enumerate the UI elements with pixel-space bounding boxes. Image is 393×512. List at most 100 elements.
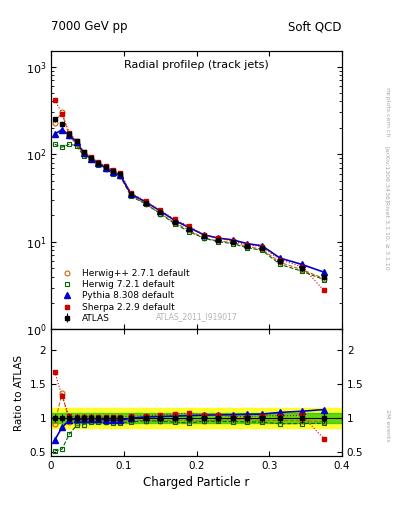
- Herwig 7.2.1 default: [299, 268, 304, 274]
- Y-axis label: Ratio to ATLAS: Ratio to ATLAS: [14, 354, 24, 431]
- Herwig++ 2.7.1 default: [278, 260, 283, 266]
- Pythia 8.308 default: [245, 241, 250, 247]
- Herwig++ 2.7.1 default: [118, 173, 123, 179]
- Herwig++ 2.7.1 default: [231, 240, 235, 246]
- Herwig 7.2.1 default: [245, 245, 250, 251]
- Pythia 8.308 default: [158, 208, 163, 214]
- Herwig 7.2.1 default: [103, 166, 108, 172]
- Pythia 8.308 default: [321, 269, 326, 275]
- Sherpa 2.2.9 default: [52, 97, 57, 103]
- Pythia 8.308 default: [260, 243, 264, 249]
- Pythia 8.308 default: [81, 150, 86, 156]
- X-axis label: Charged Particle r: Charged Particle r: [143, 476, 250, 489]
- Herwig++ 2.7.1 default: [74, 141, 79, 147]
- Herwig++ 2.7.1 default: [103, 166, 108, 172]
- Text: 2M events: 2M events: [385, 409, 389, 441]
- Herwig++ 2.7.1 default: [129, 192, 134, 198]
- Herwig 7.2.1 default: [118, 173, 123, 179]
- Pythia 8.308 default: [143, 199, 148, 205]
- Pythia 8.308 default: [173, 218, 177, 224]
- Herwig++ 2.7.1 default: [299, 267, 304, 273]
- Pythia 8.308 default: [74, 139, 79, 145]
- Herwig++ 2.7.1 default: [321, 275, 326, 282]
- Herwig 7.2.1 default: [89, 157, 94, 163]
- Herwig++ 2.7.1 default: [96, 161, 101, 167]
- Herwig 7.2.1 default: [81, 153, 86, 159]
- Pythia 8.308 default: [110, 168, 115, 175]
- Sherpa 2.2.9 default: [60, 111, 64, 117]
- Sherpa 2.2.9 default: [202, 232, 206, 238]
- Pythia 8.308 default: [52, 131, 57, 137]
- Text: 7000 GeV pp: 7000 GeV pp: [51, 20, 128, 33]
- Pythia 8.308 default: [118, 172, 123, 178]
- Legend: Herwig++ 2.7.1 default, Herwig 7.2.1 default, Pythia 8.308 default, Sherpa 2.2.9: Herwig++ 2.7.1 default, Herwig 7.2.1 def…: [55, 266, 192, 326]
- Herwig 7.2.1 default: [216, 239, 221, 245]
- Pythia 8.308 default: [231, 237, 235, 243]
- Sherpa 2.2.9 default: [110, 167, 115, 173]
- Pythia 8.308 default: [103, 165, 108, 171]
- Herwig++ 2.7.1 default: [60, 110, 64, 116]
- Herwig++ 2.7.1 default: [110, 169, 115, 176]
- Bar: [51, 413, 342, 423]
- Sherpa 2.2.9 default: [187, 223, 192, 229]
- Sherpa 2.2.9 default: [299, 264, 304, 270]
- Text: ATLAS_2011_I919017: ATLAS_2011_I919017: [156, 312, 237, 321]
- Text: Rivet 3.1.10, ≥ 3.1.10: Rivet 3.1.10, ≥ 3.1.10: [385, 201, 389, 270]
- Pythia 8.308 default: [89, 156, 94, 162]
- Herwig++ 2.7.1 default: [173, 220, 177, 226]
- Line: Herwig 7.2.1 default: Herwig 7.2.1 default: [52, 142, 326, 282]
- Herwig 7.2.1 default: [129, 193, 134, 199]
- Herwig++ 2.7.1 default: [67, 133, 72, 139]
- Herwig 7.2.1 default: [52, 141, 57, 147]
- Herwig++ 2.7.1 default: [202, 235, 206, 241]
- Herwig 7.2.1 default: [321, 276, 326, 283]
- Herwig 7.2.1 default: [173, 221, 177, 227]
- Text: Soft QCD: Soft QCD: [288, 20, 342, 33]
- Herwig 7.2.1 default: [202, 235, 206, 241]
- Line: Herwig++ 2.7.1 default: Herwig++ 2.7.1 default: [52, 110, 326, 281]
- Herwig++ 2.7.1 default: [52, 119, 57, 125]
- Herwig 7.2.1 default: [60, 144, 64, 151]
- Pythia 8.308 default: [96, 160, 101, 166]
- Sherpa 2.2.9 default: [260, 244, 264, 250]
- Herwig++ 2.7.1 default: [143, 201, 148, 207]
- Sherpa 2.2.9 default: [118, 170, 123, 176]
- Herwig 7.2.1 default: [143, 201, 148, 207]
- Herwig 7.2.1 default: [67, 141, 72, 147]
- Pythia 8.308 default: [187, 225, 192, 231]
- Herwig++ 2.7.1 default: [89, 156, 94, 162]
- Sherpa 2.2.9 default: [321, 287, 326, 293]
- Herwig++ 2.7.1 default: [81, 151, 86, 157]
- Sherpa 2.2.9 default: [103, 163, 108, 169]
- Herwig 7.2.1 default: [74, 143, 79, 149]
- Line: Pythia 8.308 default: Pythia 8.308 default: [52, 127, 327, 275]
- Pythia 8.308 default: [216, 235, 221, 241]
- Herwig++ 2.7.1 default: [158, 210, 163, 217]
- Herwig 7.2.1 default: [278, 262, 283, 268]
- Text: mcplots.cern.ch: mcplots.cern.ch: [385, 88, 389, 138]
- Herwig 7.2.1 default: [158, 210, 163, 217]
- Pythia 8.308 default: [129, 191, 134, 197]
- Herwig 7.2.1 default: [187, 229, 192, 235]
- Sherpa 2.2.9 default: [89, 154, 94, 160]
- Sherpa 2.2.9 default: [74, 138, 79, 144]
- Sherpa 2.2.9 default: [158, 207, 163, 213]
- Pythia 8.308 default: [67, 132, 72, 138]
- Sherpa 2.2.9 default: [245, 242, 250, 248]
- Sherpa 2.2.9 default: [143, 198, 148, 204]
- Sherpa 2.2.9 default: [129, 190, 134, 196]
- Herwig 7.2.1 default: [260, 247, 264, 253]
- Pythia 8.308 default: [299, 262, 304, 268]
- Herwig 7.2.1 default: [231, 241, 235, 247]
- Sherpa 2.2.9 default: [216, 235, 221, 241]
- Pythia 8.308 default: [202, 232, 206, 238]
- Pythia 8.308 default: [278, 255, 283, 261]
- Bar: [51, 408, 342, 429]
- Pythia 8.308 default: [60, 126, 64, 133]
- Herwig++ 2.7.1 default: [187, 227, 192, 233]
- Herwig 7.2.1 default: [96, 162, 101, 168]
- Herwig++ 2.7.1 default: [216, 238, 221, 244]
- Herwig 7.2.1 default: [110, 170, 115, 177]
- Sherpa 2.2.9 default: [278, 257, 283, 263]
- Text: Radial profileρ (track jets): Radial profileρ (track jets): [124, 59, 269, 70]
